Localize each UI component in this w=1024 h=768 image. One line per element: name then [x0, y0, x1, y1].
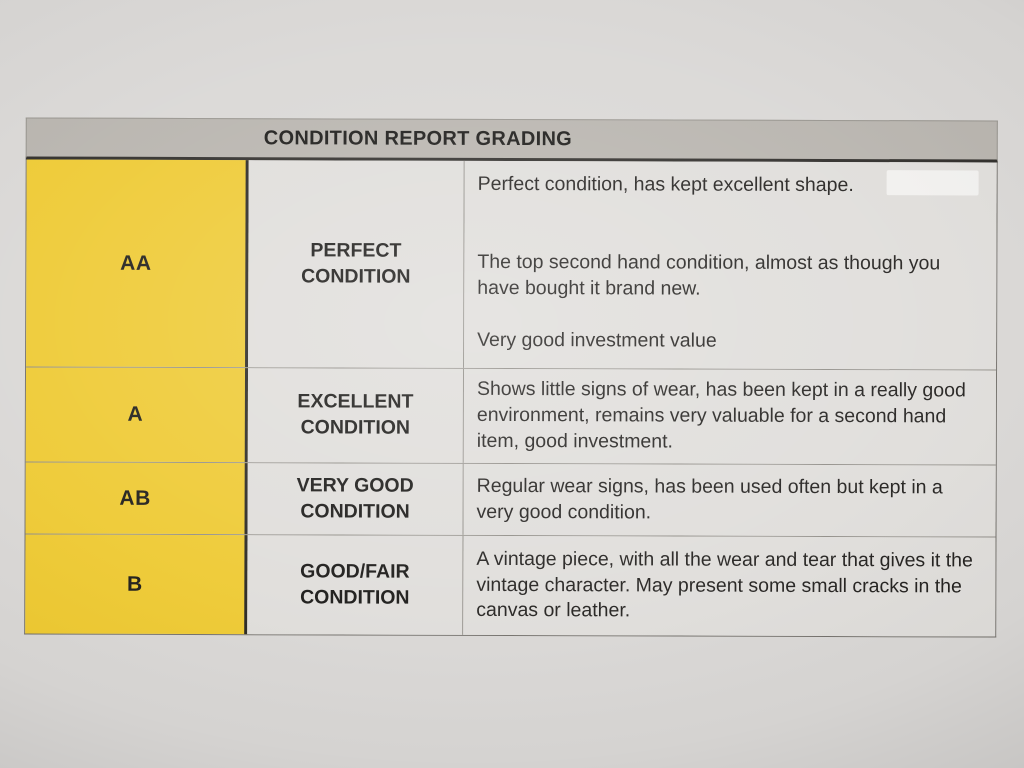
condition-label-cell: VERY GOOD CONDITION	[247, 463, 464, 535]
condition-label: PERFECT CONDITION	[301, 239, 411, 288]
description-paragraph: A vintage piece, with all the wear and t…	[476, 547, 973, 622]
condition-grading-table: CONDITION REPORT GRADING AA PERFECT COND…	[24, 117, 998, 638]
grade-code-cell: AB	[25, 462, 248, 535]
whiteout-patch	[886, 170, 979, 196]
grade-code-cell: A	[25, 367, 249, 463]
condition-label-cell: GOOD/FAIR CONDITION	[247, 535, 464, 635]
table-row-aa: AA PERFECT CONDITION Perfect condition, …	[26, 159, 997, 371]
condition-description-cell: A vintage piece, with all the wear and t…	[463, 535, 996, 637]
description-paragraph: The top second hand condition, almost as…	[477, 250, 941, 300]
description-paragraph: Shows little signs of wear, has been kep…	[476, 378, 966, 453]
table-row-b: B GOOD/FAIR CONDITION A vintage piece, w…	[25, 534, 996, 637]
condition-description-cell: Perfect condition, has kept excellent sh…	[464, 160, 997, 370]
grade-code: AA	[120, 251, 152, 275]
condition-label-cell: PERFECT CONDITION	[248, 160, 465, 368]
table-title: CONDITION REPORT GRADING	[263, 126, 573, 150]
condition-label-cell: EXCELLENT CONDITION	[247, 368, 465, 463]
grade-code-cell: AA	[26, 159, 249, 368]
table-header-bar: CONDITION REPORT GRADING	[25, 117, 998, 163]
table-row-ab: AB VERY GOOD CONDITION Regular wear sign…	[25, 462, 996, 538]
condition-description-cell: Shows little signs of wear, has been kep…	[463, 368, 997, 465]
table-row-a: A EXCELLENT CONDITION Shows little signs…	[25, 367, 997, 466]
condition-description-cell: Regular wear signs, has been used often …	[463, 463, 996, 537]
condition-label: EXCELLENT CONDITION	[297, 390, 414, 439]
description-paragraph: Very good investment value	[477, 328, 717, 352]
grade-code: AB	[119, 486, 151, 510]
grade-code-cell: B	[25, 534, 248, 635]
grade-code: B	[126, 572, 143, 596]
description-paragraph: Regular wear signs, has been used often …	[476, 474, 943, 523]
table-body: AA PERFECT CONDITION Perfect condition, …	[24, 159, 998, 638]
condition-label: GOOD/FAIR CONDITION	[300, 560, 410, 609]
condition-label: VERY GOOD CONDITION	[296, 474, 414, 523]
grade-code: A	[127, 402, 144, 426]
